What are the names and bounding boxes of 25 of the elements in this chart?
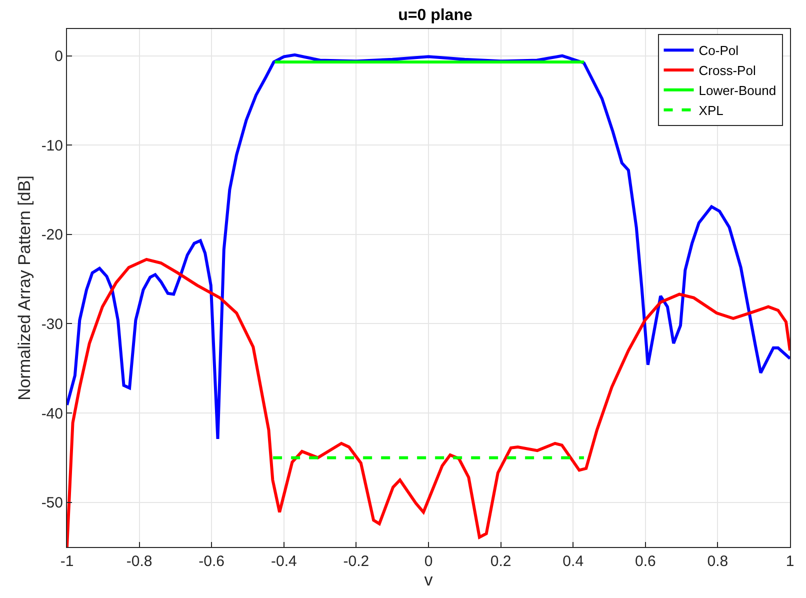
y-tick-label: -30 xyxy=(41,316,63,333)
x-tick-label: -1 xyxy=(60,553,74,570)
y-axis-title: Normalized Array Pattern [dB] xyxy=(14,176,34,400)
x-axis-title: v xyxy=(424,570,434,590)
y-tick-label: -40 xyxy=(41,405,63,422)
legend-label: Lower-Bound xyxy=(698,83,776,98)
x-tick-label: 1 xyxy=(786,553,794,570)
line-series xyxy=(67,258,790,547)
legend-label: XPL xyxy=(698,102,724,118)
y-tick-label: 0 xyxy=(54,48,63,66)
x-tick-label: 0.6 xyxy=(634,553,656,570)
y-tick-label: -50 xyxy=(41,494,63,512)
x-tick-label: -0.2 xyxy=(343,553,370,570)
legend-label: Co-Pol xyxy=(698,43,739,58)
x-tick-label: 0.2 xyxy=(490,553,512,570)
x-tick-label: -0.8 xyxy=(126,553,152,570)
y-tick-label: -20 xyxy=(41,226,63,244)
x-tick-label: -0.6 xyxy=(198,553,225,570)
x-tick-label: -0.4 xyxy=(270,553,297,570)
x-tick-label: 0.8 xyxy=(707,553,728,570)
x-tick-label: 0 xyxy=(424,553,433,570)
x-tick-label: 0.4 xyxy=(562,553,584,570)
chart-title: u=0 plane xyxy=(398,7,472,24)
y-tick-label: -10 xyxy=(41,137,63,154)
legend-label: Cross-Pol xyxy=(698,63,756,78)
